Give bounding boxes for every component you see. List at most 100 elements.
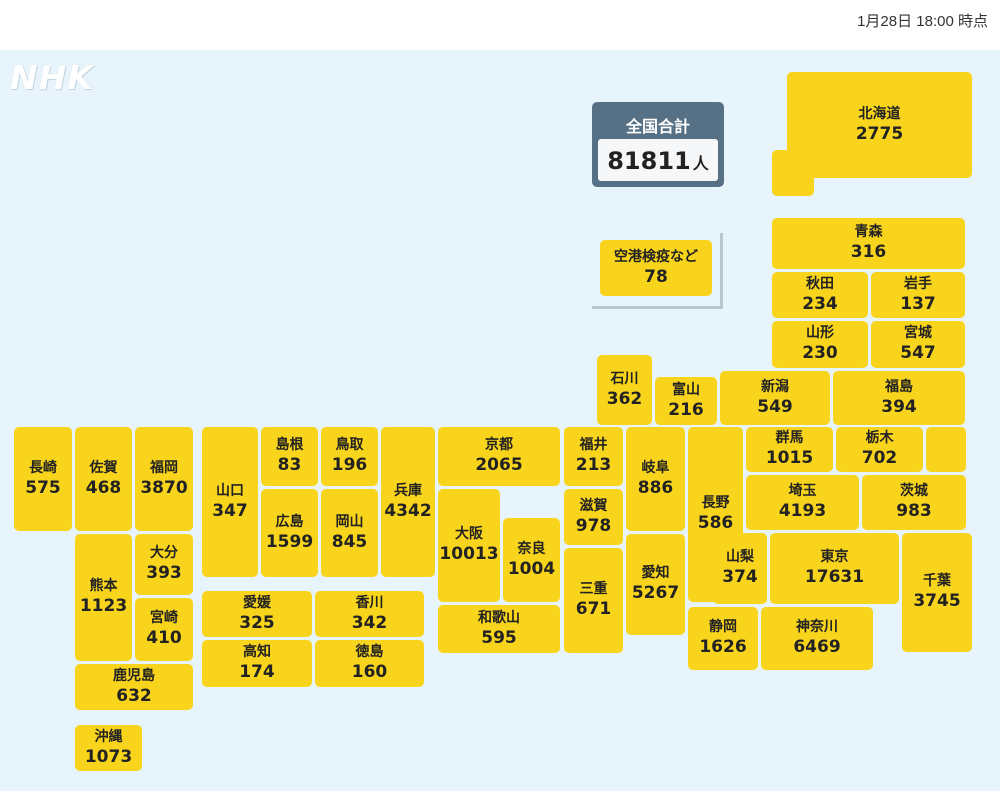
- pref-count: 347: [212, 500, 248, 521]
- pref-tile-fukushima[interactable]: 福島 394: [833, 371, 965, 425]
- pref-tile-kanagawa[interactable]: 神奈川 6469: [761, 607, 873, 670]
- pref-count: 549: [757, 396, 793, 417]
- pref-name: 北海道: [858, 105, 901, 122]
- pref-name: 島根: [275, 437, 304, 453]
- pref-tile-niigata[interactable]: 新潟 549: [720, 371, 830, 425]
- pref-tile-gifu[interactable]: 岐阜 886: [626, 427, 685, 531]
- pref-count: 6469: [793, 637, 841, 657]
- pref-count: 213: [575, 455, 612, 475]
- pref-name: 熊本: [89, 578, 118, 594]
- pref-name: 福井: [579, 437, 608, 453]
- pref-name: 青森: [854, 224, 883, 240]
- pref-tile-airport[interactable]: 空港検疫など 78: [600, 240, 712, 296]
- pref-name: 鳥取: [335, 437, 364, 453]
- pref-tile-aomori[interactable]: 青森 316: [772, 218, 965, 269]
- national-total-box: 全国合計 81811 人: [592, 102, 724, 187]
- pref-count: 1004: [507, 558, 556, 579]
- pref-count: 83: [277, 455, 302, 475]
- pref-count: 978: [575, 515, 612, 536]
- pref-tile-miyazaki[interactable]: 宮崎 410: [135, 598, 193, 661]
- pref-tile-nagasaki[interactable]: 長崎 575: [14, 427, 72, 531]
- pref-tile-ibaraki[interactable]: 茨城 983: [862, 475, 966, 530]
- pref-count: 595: [481, 627, 517, 648]
- pref-tile-fukui[interactable]: 福井 213: [564, 427, 623, 486]
- pref-tile-wakayama[interactable]: 和歌山 595: [438, 605, 560, 653]
- pref-tile-mie[interactable]: 三重 671: [564, 548, 623, 653]
- pref-tile-yamanashi[interactable]: 山梨 374: [713, 533, 767, 604]
- pref-name: 福岡: [150, 459, 178, 476]
- pref-tile-okinawa[interactable]: 沖縄 1073: [75, 725, 142, 771]
- pref-name: 千葉: [923, 573, 951, 589]
- pref-tile-tottori[interactable]: 鳥取 196: [321, 427, 378, 486]
- pref-name: 愛知: [641, 565, 670, 581]
- pref-count: 393: [146, 563, 182, 583]
- pref-name: 神奈川: [796, 619, 838, 635]
- pref-tile-ehime[interactable]: 愛媛 325: [202, 591, 312, 637]
- pref-name: 山形: [806, 325, 834, 341]
- timestamp: 1月28日 18:00 時点: [857, 13, 988, 30]
- pref-tile-shizuoka[interactable]: 静岡 1626: [688, 607, 758, 670]
- pref-name: 栃木: [865, 430, 894, 446]
- pref-name: 岐阜: [641, 459, 670, 476]
- pref-name: 新潟: [761, 378, 789, 395]
- pref-count: 4342: [384, 500, 432, 521]
- pref-tile-hokkaido[interactable]: 北海道 2775: [787, 72, 972, 178]
- pref-tile-gunma[interactable]: 群馬 1015: [746, 427, 833, 472]
- pref-tile-tochigi[interactable]: 栃木 702: [836, 427, 923, 472]
- pref-count: 5267: [631, 583, 680, 603]
- pref-name: 群馬: [775, 430, 804, 446]
- pref-name: 徳島: [355, 644, 384, 660]
- pref-count: 17631: [804, 567, 865, 587]
- pref-tile-yamagata[interactable]: 山形 230: [772, 321, 868, 368]
- national-total-value: 81811: [607, 147, 691, 175]
- pref-tile-okayama[interactable]: 岡山 845: [321, 489, 378, 577]
- pref-count: 1073: [84, 746, 133, 767]
- pref-tile-oita[interactable]: 大分 393: [135, 534, 193, 595]
- pref-count: 234: [802, 293, 838, 314]
- pref-tile-shiga[interactable]: 滋賀 978: [564, 489, 623, 545]
- pref-count: 78: [644, 266, 668, 287]
- pref-tile-miyagi[interactable]: 宮城 547: [871, 321, 965, 368]
- pref-count: 362: [606, 388, 643, 409]
- pref-tile-tokyo[interactable]: 東京 17631: [770, 533, 899, 604]
- pref-count: 10013: [439, 544, 499, 564]
- pref-tile-ishikawa[interactable]: 石川 362: [597, 355, 652, 425]
- pref-tile-nara[interactable]: 奈良 1004: [503, 518, 560, 602]
- pref-tile-hyogo[interactable]: 兵庫 4342: [381, 427, 435, 577]
- pref-tile-saga[interactable]: 佐賀 468: [75, 427, 132, 531]
- pref-tile-chiba[interactable]: 千葉 3745: [902, 533, 972, 652]
- pref-tile-tokushima[interactable]: 徳島 160: [315, 640, 424, 687]
- pref-tile-iwate[interactable]: 岩手 137: [871, 272, 965, 318]
- pref-tile-saitama[interactable]: 埼玉 4193: [746, 475, 859, 530]
- pref-name: 香川: [355, 594, 384, 611]
- pref-count: 1626: [699, 637, 747, 657]
- pref-count: 174: [239, 662, 275, 682]
- pref-tile-kumamoto[interactable]: 熊本 1123: [75, 534, 132, 661]
- pref-name: 沖縄: [94, 728, 123, 745]
- pref-tile-toyama[interactable]: 富山 216: [655, 377, 717, 425]
- pref-tile-hiroshima[interactable]: 広島 1599: [261, 489, 318, 577]
- pref-name: 埼玉: [788, 483, 817, 499]
- pref-tile-shimane[interactable]: 島根 83: [261, 427, 318, 486]
- pref-count: 845: [331, 531, 368, 552]
- pref-tile-akita[interactable]: 秋田 234: [772, 272, 868, 318]
- pref-tile-osaka[interactable]: 大阪 10013: [438, 489, 500, 602]
- pref-tile-fukuoka[interactable]: 福岡 3870: [135, 427, 193, 531]
- pref-name: 空港検疫など: [614, 248, 698, 265]
- pref-count: 1123: [79, 596, 128, 616]
- national-total-value-box: 81811 人: [598, 139, 718, 181]
- pref-tile-aichi[interactable]: 愛知 5267: [626, 534, 685, 635]
- nhk-logo: NHK: [10, 58, 94, 97]
- pref-name: 山梨: [726, 549, 754, 565]
- pref-name: 三重: [579, 581, 608, 597]
- pref-count: 983: [896, 501, 932, 521]
- pref-count: 160: [351, 662, 388, 682]
- pref-tile-kochi[interactable]: 高知 174: [202, 640, 312, 687]
- pref-name: 長野: [701, 495, 730, 511]
- pref-tile-yamaguchi[interactable]: 山口 347: [202, 427, 258, 577]
- pref-name: 長崎: [29, 459, 57, 476]
- pref-tile-kagawa[interactable]: 香川 342: [315, 591, 424, 637]
- pref-tile-kagoshima[interactable]: 鹿児島 632: [75, 664, 193, 710]
- national-total-label: 全国合計: [625, 117, 690, 136]
- pref-tile-kyoto[interactable]: 京都 2065: [438, 427, 560, 486]
